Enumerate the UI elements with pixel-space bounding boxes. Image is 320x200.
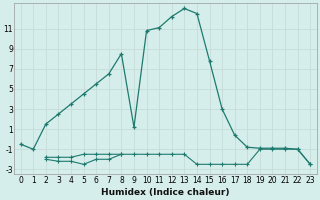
- X-axis label: Humidex (Indice chaleur): Humidex (Indice chaleur): [101, 188, 230, 197]
